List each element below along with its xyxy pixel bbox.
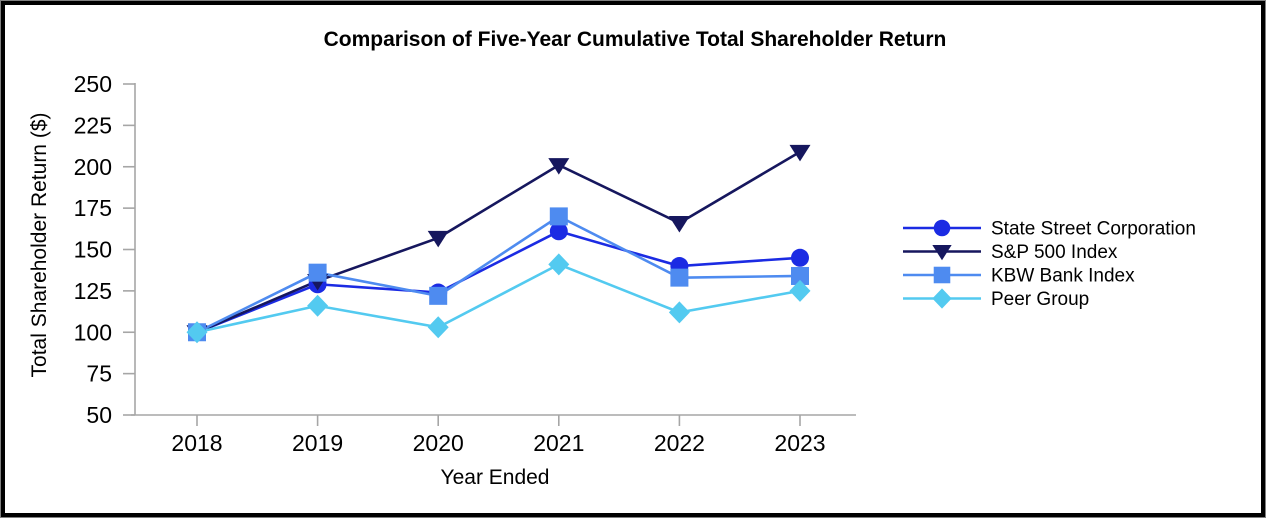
series-line-s-p-500-index — [196, 150, 801, 334]
square-marker — [670, 268, 689, 287]
y-axis-tick-label: 200 — [74, 154, 112, 180]
y-axis-tick-label: 125 — [74, 278, 112, 304]
square-marker — [933, 266, 951, 284]
legend-label: KBW Bank Index — [991, 266, 1135, 287]
triangle-down-marker — [932, 245, 952, 261]
diamond-marker — [307, 294, 329, 317]
circle-marker — [549, 222, 568, 241]
series-line-peer-group — [196, 262, 801, 334]
square-marker — [549, 207, 568, 226]
legend-label: S&P 500 Index — [991, 242, 1118, 263]
triangle-down-marker — [668, 216, 690, 233]
diamond-marker — [427, 316, 449, 339]
x-axis-tick-label: 2020 — [413, 430, 464, 456]
x-axis-tick-label: 2018 — [171, 430, 222, 456]
y-axis-title: Total Shareholder Return ($) — [28, 113, 51, 378]
diamond-marker — [668, 301, 690, 324]
y-axis-tick-label: 75 — [86, 361, 112, 387]
y-axis-tick-label: 50 — [86, 402, 112, 428]
legend-label: State Street Corporation — [991, 219, 1196, 240]
diamond-marker — [186, 321, 208, 344]
plot-area: Comparison of Five-Year Cumulative Total… — [28, 28, 1196, 489]
x-axis-tick-label: 2023 — [774, 430, 825, 456]
chart-title: Comparison of Five-Year Cumulative Total… — [324, 28, 947, 51]
circle-marker — [933, 219, 951, 237]
series-line-kbw-bank-index — [196, 214, 801, 334]
y-axis-tick-label: 175 — [74, 195, 112, 221]
circle-marker — [791, 248, 809, 267]
legend-label: Peer Group — [991, 289, 1089, 310]
square-marker — [429, 286, 448, 305]
diamond-marker — [932, 288, 952, 309]
y-axis-tick-label: 150 — [74, 237, 112, 263]
x-axis-tick-label: 2019 — [292, 430, 343, 456]
y-axis-tick-label: 100 — [74, 319, 112, 345]
triangle-down-marker — [789, 144, 811, 162]
series-line-state-street-corporation — [196, 229, 801, 334]
x-axis-tick-label: 2021 — [533, 430, 584, 456]
triangle-down-marker — [427, 230, 449, 248]
x-axis-tick-label: 2022 — [654, 430, 705, 456]
y-axis-tick-label: 225 — [74, 112, 112, 138]
diamond-marker — [789, 279, 811, 302]
x-axis-title: Year Ended — [441, 466, 550, 489]
triangle-down-marker — [548, 158, 570, 175]
diamond-marker — [548, 253, 570, 276]
square-marker — [791, 266, 809, 285]
y-axis-tick-label: 250 — [74, 71, 112, 97]
square-marker — [308, 263, 327, 282]
